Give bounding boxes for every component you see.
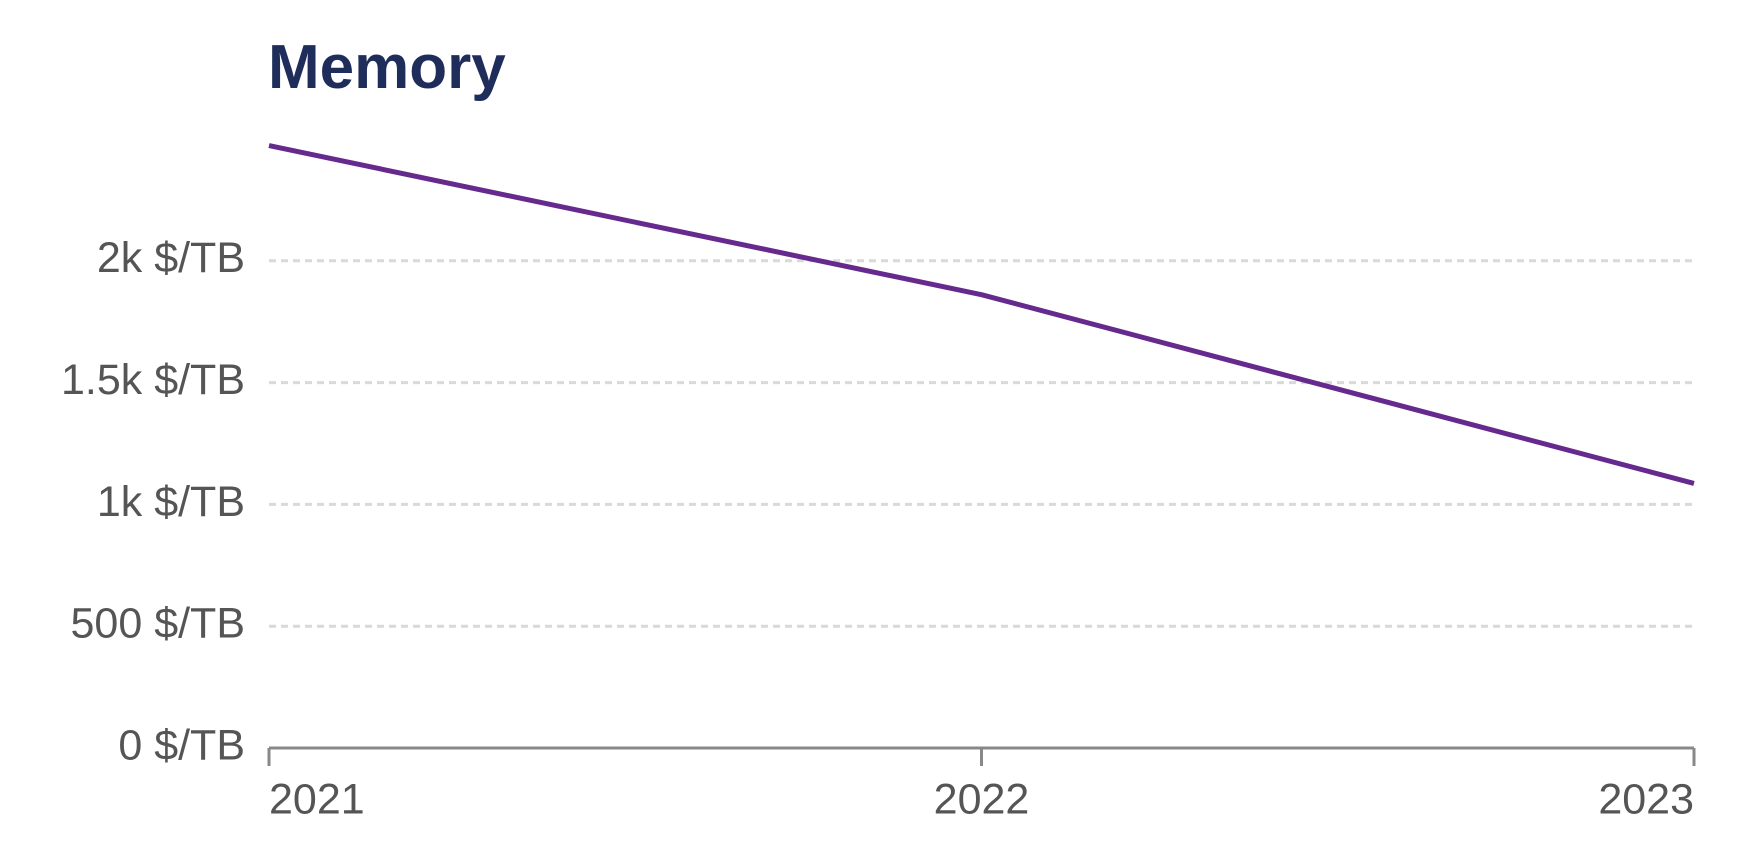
y-tick-label: 2k $/TB — [97, 234, 245, 282]
data-line — [268, 143, 1695, 486]
y-tick-label: 1.5k $/TB — [61, 356, 245, 404]
chart-title: Memory — [268, 33, 506, 102]
x-tick-label: 2023 — [1598, 775, 1694, 823]
y-tick-label: 500 $/TB — [71, 600, 246, 648]
y-tick-label: 1k $/TB — [97, 478, 245, 526]
x-tick-label: 2021 — [269, 775, 365, 823]
x-tick-label: 2022 — [934, 775, 1030, 823]
y-tick-label: 0 $/TB — [118, 721, 245, 769]
